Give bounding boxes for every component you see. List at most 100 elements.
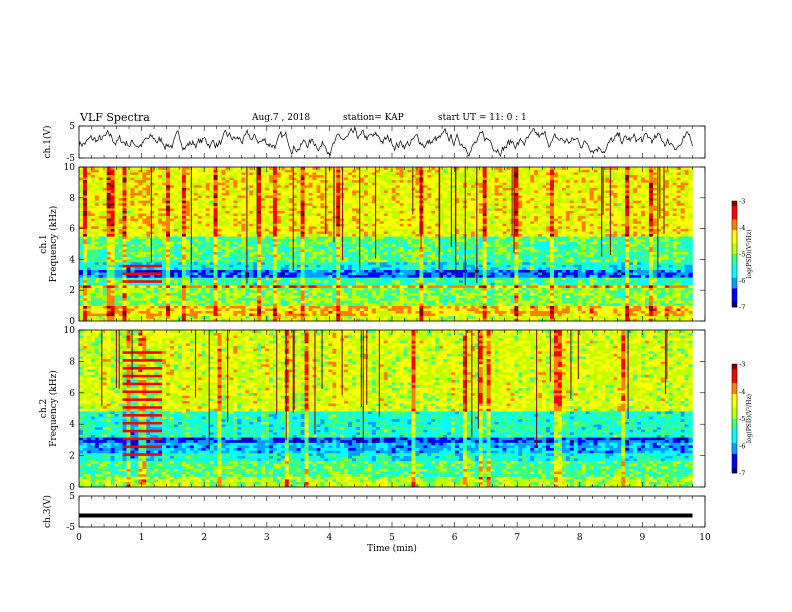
ch1-spectrogram-cell: [348, 184, 353, 188]
ch1-spectrogram-cell: [221, 244, 226, 247]
ch1-spectrogram-cell: [391, 308, 396, 312]
ch1-spectrogram-cell: [166, 202, 171, 206]
ch1-spectrogram-cell: [209, 274, 214, 278]
ch1-spectrogram-cell: [177, 277, 183, 281]
ch1-spectrogram-cell: [221, 290, 226, 294]
ch1-spectrogram-cell: [209, 197, 214, 201]
ch1-spectrogram-cell: [166, 272, 171, 276]
ch1-spectrogram-cell: [122, 184, 127, 188]
ch1-spectrogram-cell: [90, 208, 96, 211]
ch1-spectrogram-cell: [197, 256, 202, 260]
ch1-spectrogram-cell: [276, 303, 282, 306]
ch1-spectrogram-cell: [205, 279, 210, 283]
ch1-spectrogram-cell: [367, 315, 373, 319]
ch1-spectrogram-cell: [241, 215, 246, 219]
ch1-spectrogram-cell: [79, 277, 84, 281]
ch1-spectrogram-cell: [391, 274, 396, 278]
ch1-spectrogram-cell: [344, 277, 349, 281]
ch1-spectrogram-cell: [114, 184, 119, 188]
ch1-spectrogram-cell: [114, 210, 119, 214]
ch1-spectrogram-cell: [134, 238, 139, 242]
ch1-spectrogram-cell: [367, 202, 373, 206]
ch1-spectrogram-cell: [221, 282, 226, 286]
ch1-spectrogram-cell: [79, 195, 84, 199]
ch1-spectrogram-cell: [185, 277, 191, 281]
ch1-spectrogram-cell: [86, 287, 92, 291]
ch1-spectrogram-cell: [360, 287, 365, 291]
ch1-spectrogram-cell: [146, 259, 151, 263]
ch1-spectrogram-cell: [205, 172, 210, 175]
ch1-spectrogram-cell: [237, 213, 242, 217]
ch1-spectrogram-cell: [130, 231, 135, 235]
ch1-spectrogram-cell: [276, 315, 282, 319]
ch1-spectrogram-cell: [304, 292, 309, 296]
ch1-spectrogram-cell: [249, 215, 254, 219]
ch1-spectrogram-cell: [241, 290, 246, 294]
ch1-spectrogram-cell: [352, 308, 357, 312]
ch1-spectrogram-cell: [257, 251, 262, 255]
ch1-spectrogram-cell: [82, 205, 88, 209]
ch1-spectrogram-cell: [288, 205, 294, 209]
ch1-spectrogram-cell: [154, 297, 159, 301]
ch1-spectrogram-cell: [205, 182, 210, 186]
ch1-spectrogram-cell: [213, 213, 218, 217]
ch1-spectrogram-cell: [316, 305, 321, 309]
ch1-spectrogram-cell: [379, 244, 385, 247]
ch1-spectrogram-cell: [225, 295, 230, 299]
ch1-spectrogram-cell: [177, 244, 183, 247]
ch1-spectrogram-cell: [363, 197, 369, 201]
ch1-spectrogram-cell: [114, 205, 119, 209]
ch1-spectrogram-cell: [375, 303, 381, 306]
ch1-spectrogram-cell: [268, 241, 274, 245]
ch1-spectrogram-cell: [257, 233, 262, 237]
ch1-spectrogram-cell: [360, 259, 365, 263]
ch1-spectrogram-cell: [367, 187, 373, 191]
ch1-spectrogram-cell: [221, 177, 226, 181]
ch1-spectrogram-cell: [177, 226, 183, 229]
ch1-spectrogram-cell: [173, 187, 179, 191]
ch1-spectrogram-cell: [257, 249, 262, 252]
ch1-spectrogram-cell: [110, 244, 115, 247]
ch1-spectrogram-cell: [162, 241, 167, 245]
ch1-spectrogram-cell: [221, 272, 226, 276]
ch1-spectrogram-cell: [233, 313, 238, 317]
ch1-spectrogram-cell: [201, 292, 206, 296]
ch1-spectrogram-cell: [79, 318, 84, 322]
ch1-spectrogram-cell: [387, 213, 392, 217]
ch1-spectrogram-cell: [90, 213, 96, 217]
ch1-spectrogram-cell: [233, 231, 238, 235]
ch1-spectrogram-cell: [79, 228, 84, 232]
ch1-spectrogram-cell: [237, 228, 242, 232]
ch1-spectrogram-cell: [308, 308, 313, 312]
ch1-spectrogram-cell: [229, 187, 234, 191]
ch1-spectrogram-cell: [375, 226, 381, 229]
ch1-spectrogram-cell: [82, 272, 88, 276]
ch1-spectrogram-cell: [352, 295, 357, 299]
ch1-spectrogram-cell: [272, 249, 278, 252]
ch1-spectrogram-cell: [150, 277, 155, 281]
ch1-spectrogram-cell: [395, 308, 400, 312]
ch1-spectrogram-cell: [181, 259, 187, 263]
ch1-spectrogram-cell: [375, 274, 381, 278]
ch1-spectrogram-cell: [102, 184, 108, 188]
ch1-spectrogram-cell: [189, 228, 195, 232]
ch1-spectrogram-cell: [189, 238, 195, 242]
ch1-spectrogram-cell: [371, 195, 377, 199]
ch1-spectrogram-cell: [344, 295, 349, 299]
ch1-spectrogram-cell: [118, 297, 123, 301]
ch1-spectrogram-cell: [391, 172, 396, 175]
ch1-spectrogram-cell: [292, 172, 297, 175]
ch1-spectrogram-cell: [118, 305, 123, 309]
ch1-spectrogram-cell: [308, 300, 313, 304]
ch1-spectrogram-cell: [134, 315, 139, 319]
ch1-spectrogram-cell: [280, 282, 286, 286]
ch1-spectrogram-cell: [336, 251, 341, 255]
ch1-spectrogram-cell: [142, 279, 147, 283]
ch1-spectrogram-cell: [237, 300, 242, 304]
ch1-spectrogram-cell: [237, 190, 242, 193]
ch1-spectrogram-cell: [300, 200, 305, 204]
ch1-spectrogram-cells: [79, 167, 693, 322]
ch1-spectrogram-cell: [166, 172, 171, 175]
ch1-spectrogram-cell: [360, 244, 365, 247]
ch1-spectrogram-cell: [312, 256, 317, 260]
